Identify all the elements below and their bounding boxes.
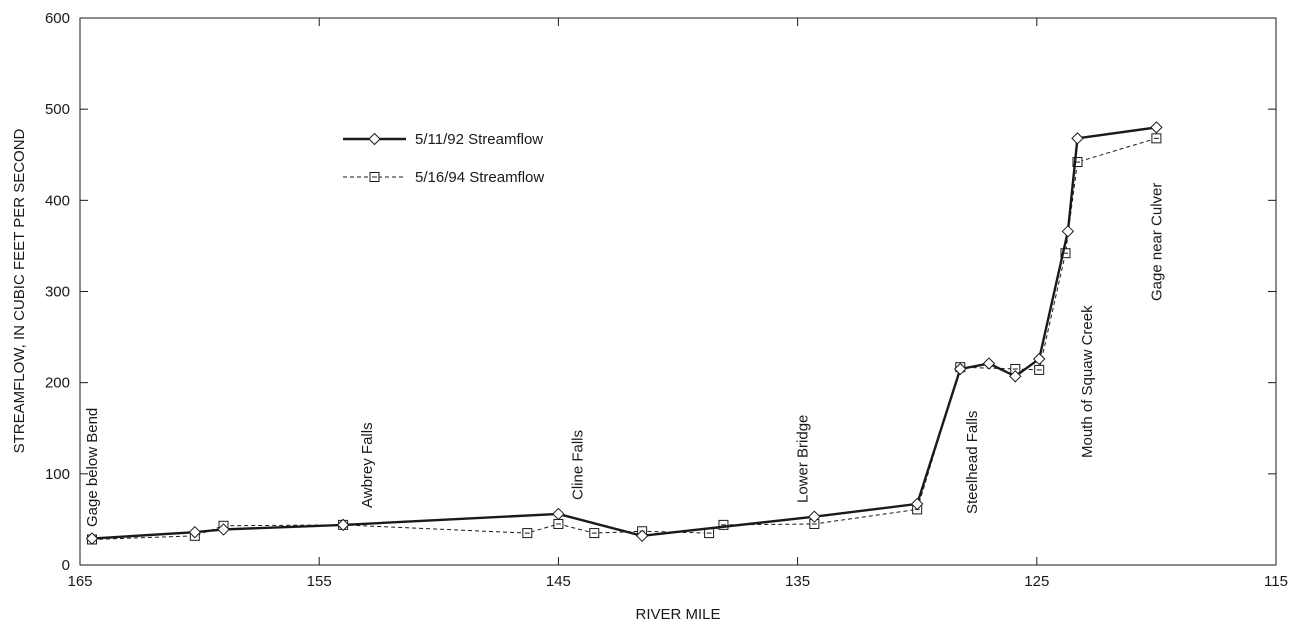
data-point bbox=[1009, 370, 1022, 383]
annotation-label: Lower Bridge bbox=[794, 415, 811, 503]
series-line bbox=[91, 137, 1157, 540]
series-layer bbox=[85, 121, 1163, 545]
data-point bbox=[808, 510, 821, 523]
y-tick-label: 200 bbox=[45, 375, 70, 392]
site-annotations: Gage below Bend Awbrey Falls Cline Falls Lo… bbox=[84, 183, 1165, 527]
legend-label: 5/11/92 Streamflow bbox=[415, 131, 543, 148]
annotation-label: Mouth of Squaw Creek bbox=[1079, 305, 1096, 458]
data-point bbox=[85, 532, 99, 545]
data-point bbox=[982, 357, 996, 370]
series-2 bbox=[86, 133, 1162, 545]
data-point bbox=[954, 362, 967, 376]
data-point bbox=[552, 507, 565, 521]
data-point bbox=[635, 529, 649, 543]
x-tick-label: 145 bbox=[546, 573, 571, 590]
y-tick-label: 0 bbox=[62, 557, 70, 574]
series-1 bbox=[85, 121, 1163, 545]
data-point bbox=[1032, 352, 1046, 366]
legend-marker bbox=[368, 132, 381, 146]
annotation-label: Gage below Bend bbox=[84, 408, 101, 527]
y-tick-label: 100 bbox=[45, 466, 70, 483]
series-line bbox=[91, 126, 1157, 540]
axis-tick-labels: 165 155 145 135 125 115 0 100 200 300 400 500 600 bbox=[45, 10, 1288, 590]
data-point bbox=[1061, 225, 1075, 238]
annotation-label: Steelhead Falls bbox=[964, 411, 981, 514]
data-point bbox=[188, 525, 202, 539]
annotation-label: Awbrey Falls bbox=[359, 422, 376, 508]
y-tick-label: 600 bbox=[45, 10, 70, 27]
x-tick-label: 115 bbox=[1264, 573, 1288, 590]
x-tick-label: 165 bbox=[67, 573, 92, 590]
data-point bbox=[336, 518, 350, 532]
x-tick-label: 155 bbox=[307, 573, 332, 590]
legend-label: 5/16/94 Streamflow bbox=[415, 169, 544, 186]
annotation-label: Gage near Culver bbox=[1148, 183, 1165, 301]
data-point bbox=[217, 523, 230, 536]
data-point bbox=[1071, 132, 1084, 145]
axis-ticks bbox=[79, 17, 1277, 566]
y-axis-label: STREAMFLOW, IN CUBIC FEET PER SECOND bbox=[11, 128, 28, 453]
y-tick-label: 300 bbox=[45, 284, 70, 301]
x-tick-label: 125 bbox=[1024, 573, 1049, 590]
x-tick-label: 135 bbox=[785, 573, 810, 590]
annotation-label: Cline Falls bbox=[570, 430, 587, 500]
legend: 5/11/92 Streamflow 5/16/94 Streamflow bbox=[343, 131, 544, 186]
x-axis-label: RIVER MILE bbox=[635, 606, 720, 623]
data-point bbox=[1150, 121, 1163, 134]
y-tick-label: 500 bbox=[45, 101, 70, 118]
data-point bbox=[910, 497, 924, 511]
plot-frame bbox=[79, 17, 1277, 566]
y-tick-label: 400 bbox=[45, 192, 70, 209]
